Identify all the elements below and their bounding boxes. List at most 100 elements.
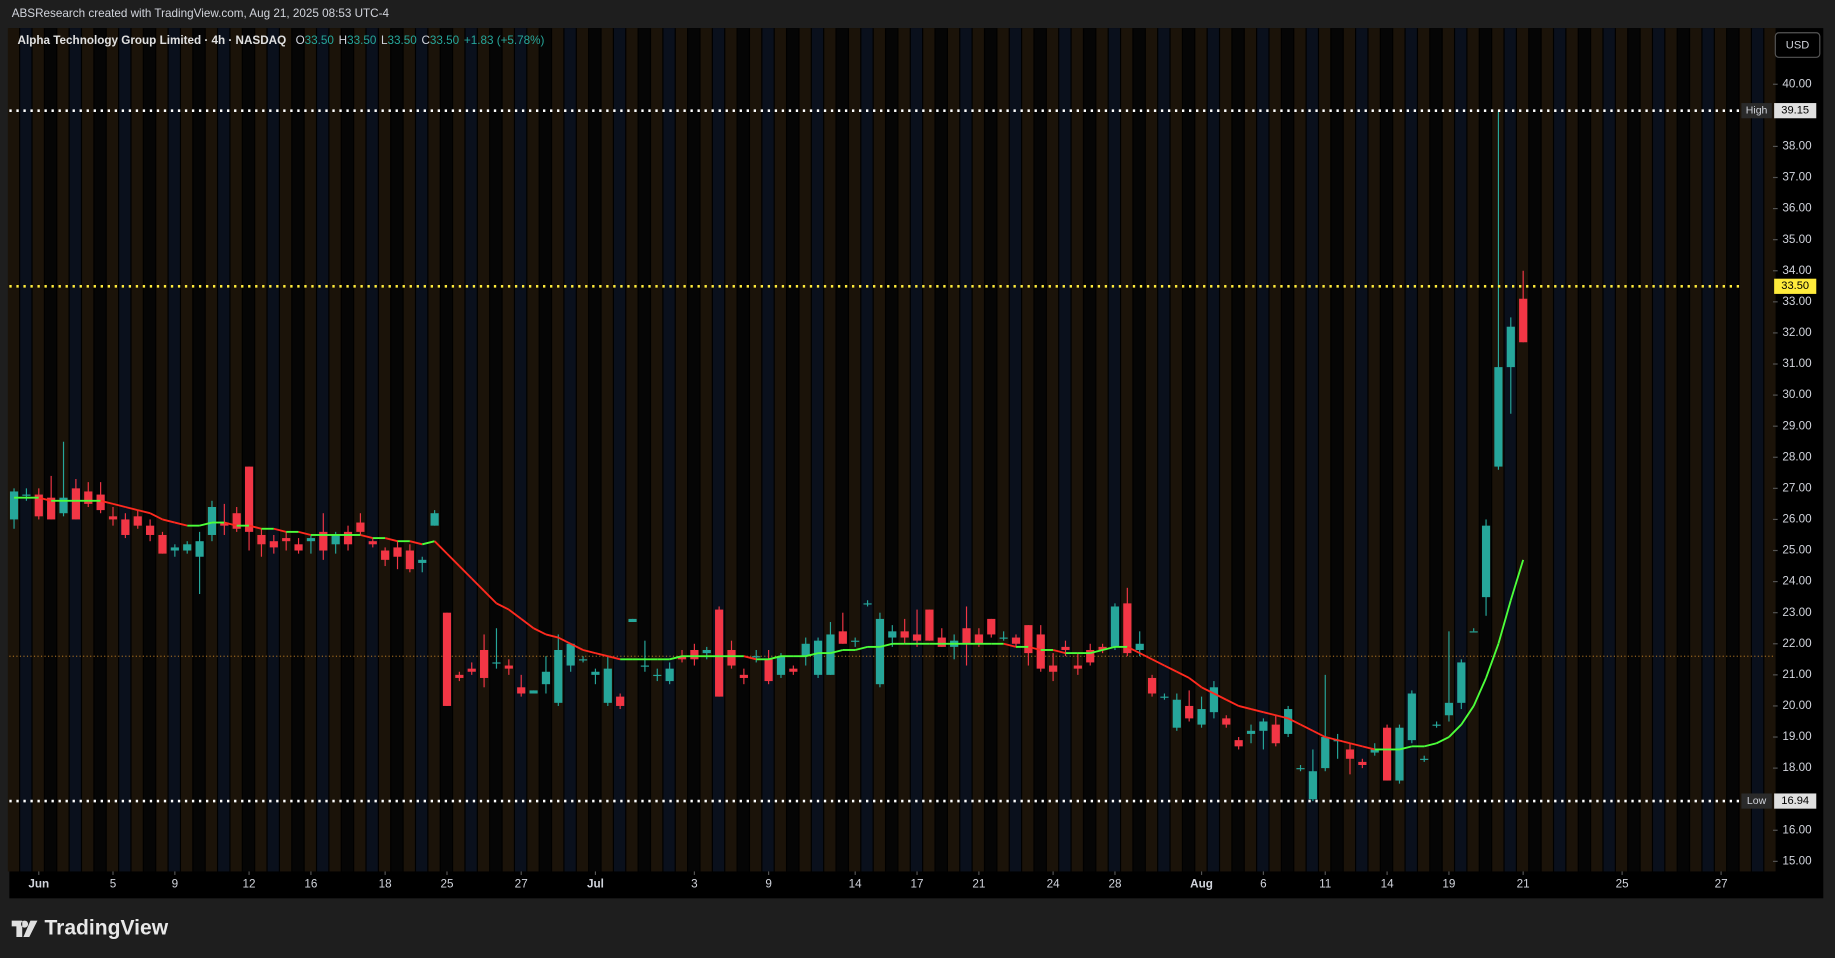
ma-segment — [1399, 745, 1413, 751]
candle-body — [158, 534, 167, 554]
ma-segment — [1300, 723, 1314, 732]
ma-segment — [458, 565, 473, 580]
session-band — [205, 28, 217, 872]
candle-body — [1345, 749, 1355, 759]
session-band — [626, 28, 638, 872]
candle-body — [418, 559, 427, 563]
ma-segment — [1052, 649, 1066, 655]
ma-segment — [174, 521, 188, 527]
candle-body — [319, 531, 328, 551]
session-band — [279, 28, 292, 872]
y-tick-label: 34.00 — [1782, 264, 1812, 277]
session-band — [824, 28, 836, 872]
ma-segment — [1460, 705, 1475, 726]
session-band — [750, 28, 762, 872]
session-band — [143, 28, 156, 872]
session-band — [935, 28, 947, 872]
x-tick-label: 21 — [972, 877, 985, 890]
session-band — [663, 28, 675, 872]
x-tick-label: 12 — [243, 877, 256, 890]
logo-mark[interactable] — [11, 920, 38, 937]
candle-body — [1519, 298, 1528, 343]
session-band — [774, 28, 786, 872]
ma-segment — [162, 518, 176, 524]
session-band — [836, 28, 848, 872]
session-band — [391, 28, 403, 872]
candle-body — [442, 612, 452, 706]
session-band — [1133, 28, 1145, 872]
candle-body — [925, 609, 934, 641]
ma-segment — [298, 530, 312, 536]
ma-segment — [483, 590, 498, 605]
ma-segment — [1337, 739, 1351, 745]
ma-segment — [1263, 711, 1276, 717]
candle-body — [752, 656, 761, 658]
session-band — [1244, 28, 1257, 872]
session-band — [700, 28, 712, 872]
ma-segment — [1102, 645, 1116, 651]
candle-body — [1246, 730, 1256, 734]
candle-body — [195, 541, 204, 557]
x-tick-label: 5 — [110, 877, 117, 890]
session-band — [1046, 28, 1059, 872]
x-tick-label: 6 — [1260, 877, 1267, 890]
candle-body — [96, 494, 105, 511]
candle-body — [838, 631, 847, 644]
session-band — [1764, 28, 1776, 872]
session-band — [725, 28, 737, 872]
y-tick-label: 23.00 — [1782, 606, 1812, 619]
session-band — [873, 28, 885, 872]
x-tick-label: 17 — [911, 877, 924, 890]
candle-body — [1358, 761, 1367, 766]
y-tick-label: 20.00 — [1782, 699, 1812, 712]
ma-segment — [273, 527, 287, 533]
session-band — [1430, 28, 1442, 872]
brand[interactable]: TradingView — [44, 916, 168, 939]
session-band — [712, 28, 725, 872]
currency-box[interactable] — [1774, 32, 1821, 58]
session-band — [552, 28, 564, 872]
candle-body — [1061, 646, 1070, 650]
ma-segment — [570, 642, 584, 651]
session-band — [255, 28, 267, 872]
candle-body — [381, 550, 390, 560]
ma-segment — [557, 636, 572, 645]
candle-body — [640, 665, 650, 667]
candle-body — [1160, 696, 1169, 698]
candle-body — [257, 534, 266, 545]
candle-body — [591, 671, 600, 675]
session-band — [1702, 28, 1714, 872]
session-band — [378, 28, 391, 872]
session-band — [218, 28, 230, 872]
x-tick-label: 14 — [849, 877, 863, 890]
currency[interactable]: USD — [1786, 40, 1809, 52]
y-tick-label: 26.00 — [1782, 513, 1812, 526]
candle-body — [1036, 634, 1045, 669]
high-price: 39.15 — [1781, 105, 1809, 117]
y-tick-label: 18.00 — [1782, 761, 1812, 774]
session-band — [1108, 28, 1120, 872]
ma-segment — [125, 506, 138, 512]
session-band — [502, 28, 514, 872]
candle-body — [764, 659, 773, 682]
logo[interactable]: TradingView — [11, 916, 169, 939]
y-tick-label: 32.00 — [1782, 326, 1812, 339]
session-band — [861, 28, 873, 872]
ma-segment — [1028, 645, 1041, 651]
session-band — [1455, 28, 1467, 872]
session-band — [1022, 28, 1034, 872]
session-band — [1479, 28, 1492, 872]
high-tag: High — [1746, 104, 1768, 116]
candle-body — [1395, 727, 1404, 781]
session-band — [1294, 28, 1306, 872]
session-band — [923, 28, 935, 872]
session-band — [477, 28, 490, 872]
candle-body — [1185, 705, 1194, 719]
session-band — [1516, 28, 1529, 872]
candle-body — [1308, 771, 1317, 800]
candle-body — [133, 516, 142, 526]
session-band — [997, 28, 1009, 872]
candle-body — [207, 507, 217, 535]
session-band — [1504, 28, 1516, 872]
candle-body — [541, 671, 551, 685]
